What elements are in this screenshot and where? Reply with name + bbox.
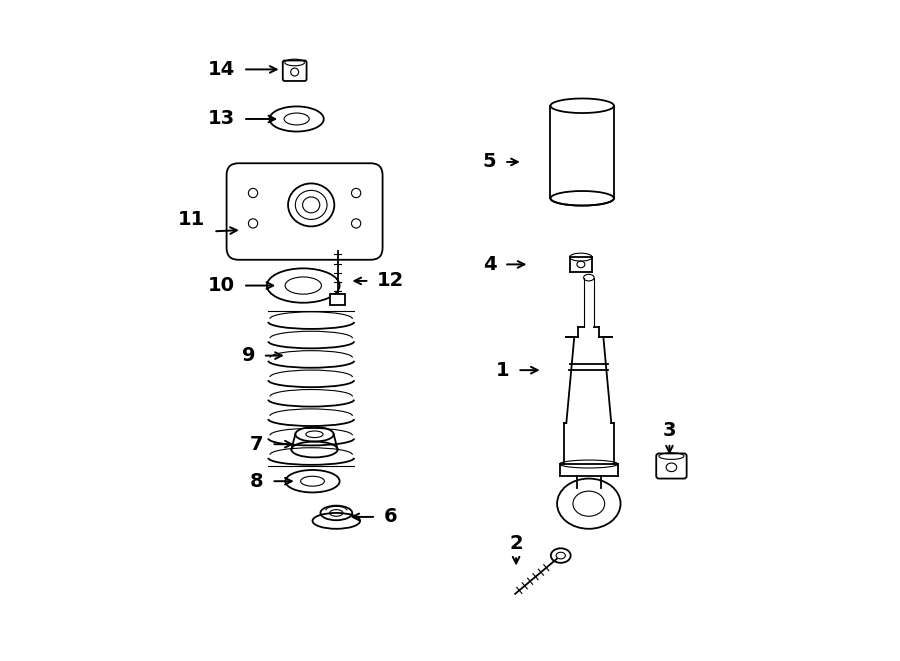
FancyBboxPatch shape [656,453,687,479]
Text: 7: 7 [250,435,264,453]
Text: 11: 11 [178,210,205,229]
Text: 14: 14 [208,60,235,79]
Text: 13: 13 [208,110,235,128]
Text: 9: 9 [241,346,255,365]
Text: 5: 5 [482,153,496,171]
Text: 10: 10 [208,276,235,295]
Text: 1: 1 [496,361,509,379]
Text: 8: 8 [250,472,264,490]
Text: 12: 12 [377,272,404,290]
Text: 6: 6 [384,508,398,526]
FancyBboxPatch shape [283,60,307,81]
FancyBboxPatch shape [330,294,345,305]
Text: 4: 4 [482,255,496,274]
Text: 2: 2 [509,534,523,553]
Text: 3: 3 [662,422,676,440]
FancyBboxPatch shape [227,163,382,260]
